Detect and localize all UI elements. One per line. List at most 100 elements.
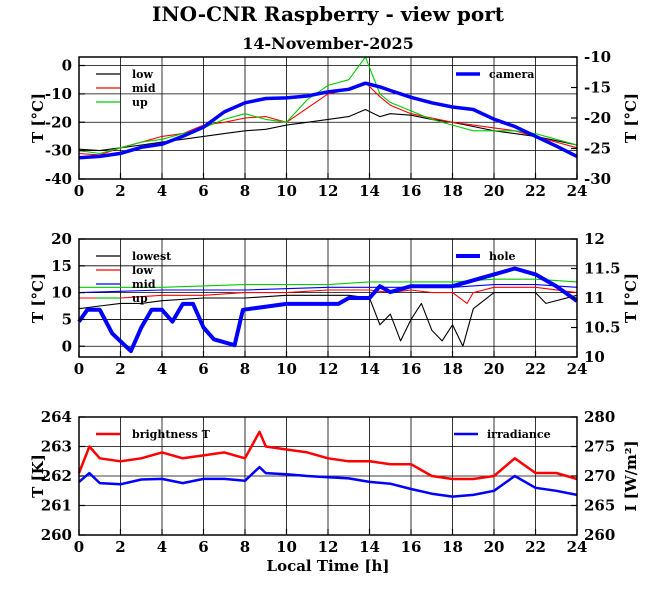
x-tick-label: 20 (484, 538, 505, 556)
panel-3: 0 2 4 6 8 10 12 14 16 18 20 22 242602612622632642602… (29, 408, 640, 575)
y2-tick-label: 10 (584, 348, 605, 366)
x-tick-label: 0 (74, 360, 84, 378)
y-axis-label: T [K] (29, 454, 47, 498)
y-tick-label: 15 (51, 257, 72, 275)
x-tick-label: 2 (115, 182, 125, 200)
y-tick-label: -30 (45, 142, 72, 160)
y2-tick-label: 260 (584, 526, 615, 544)
x-tick-label: 20 (484, 360, 505, 378)
y-tick-label: 264 (41, 408, 72, 426)
x-tick-label: 4 (157, 182, 167, 200)
y-tick-label: 0 (62, 337, 72, 355)
y-tick-label: 10 (51, 284, 72, 302)
x-tick-label: 24 (567, 538, 588, 556)
x-tick-label: 8 (240, 360, 250, 378)
y2-tick-label: 11.5 (584, 260, 621, 278)
y2-axis-label: T [°C] (622, 93, 640, 143)
x-tick-label: 0 (74, 538, 84, 556)
x-tick-label: 22 (525, 360, 546, 378)
x-tick-label: 2 (115, 360, 125, 378)
legend-label-lowest: lowest (132, 250, 172, 263)
x-tick-label: 18 (442, 360, 463, 378)
series-line-camera (78, 81, 578, 160)
legend-label-low: low (132, 264, 154, 277)
x-tick-label: 6 (198, 360, 208, 378)
x-tick-label: 16 (401, 360, 422, 378)
y2-tick-label: 265 (584, 497, 615, 515)
y-tick-label: 262 (41, 467, 72, 485)
x-tick-label: 24 (567, 182, 588, 200)
y2-tick-label: 11 (584, 289, 605, 307)
panel-1: 0 2 4 6 8 10 12 14 16 18 20 22 24-40-30-20-100-30-25… (29, 48, 640, 200)
series-line-up (79, 278, 578, 288)
y2-tick-label: -30 (584, 170, 611, 188)
x-tick-label: 20 (484, 182, 505, 200)
legend-label-up: up (132, 292, 148, 305)
x-tick-label: 8 (240, 538, 250, 556)
y-tick-label: -40 (45, 170, 72, 188)
x-tick-label: 18 (442, 538, 463, 556)
x-tick-label: 14 (359, 538, 380, 556)
legend-label-mid: mid (132, 82, 156, 95)
y-tick-label: 0 (62, 57, 72, 75)
y2-tick-label: -10 (584, 48, 611, 66)
x-tick-label: 14 (359, 182, 380, 200)
legend-label-hole: hole (489, 250, 516, 263)
y2-tick-label: 280 (584, 408, 615, 426)
y-tick-label: 5 (62, 310, 72, 328)
x-tick-label: 14 (359, 360, 380, 378)
panel-2: 0 2 4 6 8 10 12 14 16 18 20 22 24051015201010.51111.… (29, 230, 640, 378)
chart-title: INO-CNR Raspberry - view port (152, 2, 505, 26)
x-tick-label: 16 (401, 182, 422, 200)
x-tick-label: 18 (442, 182, 463, 200)
y-tick-label: 20 (51, 230, 72, 248)
legend-label-brightness-t: brightness T (132, 428, 211, 441)
x-tick-label: 6 (198, 538, 208, 556)
x-tick-label: 0 (74, 182, 84, 200)
x-tick-label: 12 (318, 182, 339, 200)
x-tick-label: 22 (525, 182, 546, 200)
y2-tick-label: 12 (584, 230, 605, 248)
x-tick-label: 4 (157, 538, 167, 556)
x-tick-label: 10 (276, 360, 297, 378)
y-axis-label: T [°C] (29, 93, 47, 143)
series-line-hole (77, 266, 579, 354)
series-line-lowest (78, 292, 578, 347)
y-tick-label: 261 (41, 497, 72, 515)
y2-tick-label: -20 (584, 109, 611, 127)
x-tick-label: 2 (115, 538, 125, 556)
x-tick-label: 22 (525, 538, 546, 556)
y2-tick-label: 275 (584, 438, 615, 456)
y2-tick-label: 270 (584, 467, 615, 485)
series-line-brightness-t (77, 430, 578, 481)
y-axis-label: T [°C] (29, 273, 47, 323)
y2-tick-label: 10.5 (584, 319, 621, 337)
y-tick-label: -10 (45, 85, 72, 103)
y2-axis-label: I [W/m²] (622, 440, 640, 511)
legend-label-camera: camera (489, 68, 534, 81)
y2-axis-label: T [°C] (622, 273, 640, 323)
series-line-mid (78, 284, 578, 294)
x-tick-label: 4 (157, 360, 167, 378)
y-tick-label: 260 (41, 526, 72, 544)
x-tick-label: 10 (276, 538, 297, 556)
chart-subtitle: 14-November-2025 (242, 34, 414, 53)
series-line-irradiance (78, 465, 578, 498)
x-tick-label: 12 (318, 538, 339, 556)
legend-label-mid: mid (132, 278, 156, 291)
x-tick-label: 10 (276, 182, 297, 200)
series-line-up (78, 56, 578, 155)
y2-tick-label: -15 (584, 79, 611, 97)
y-tick-label: 263 (41, 438, 72, 456)
x-tick-label: 24 (567, 360, 588, 378)
x-axis-label: Local Time [h] (267, 557, 390, 575)
legend-label-low: low (132, 68, 154, 81)
x-tick-label: 12 (318, 360, 339, 378)
x-tick-label: 6 (198, 182, 208, 200)
x-tick-label: 8 (240, 182, 250, 200)
legend-label-irradiance: irradiance (487, 428, 551, 441)
legend-label-up: up (132, 96, 148, 109)
y2-tick-label: -25 (584, 140, 611, 158)
y-tick-label: -20 (45, 113, 72, 131)
